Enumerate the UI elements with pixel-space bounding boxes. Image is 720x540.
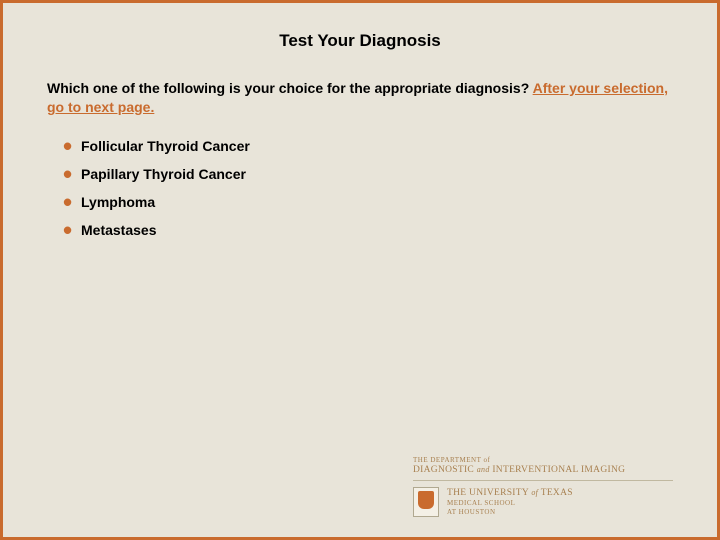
university-logo-block: THE UNIVERSITY of TEXAS MEDICAL SCHOOL A…	[413, 487, 673, 517]
option-item[interactable]: • Papillary Thyroid Cancer	[67, 167, 673, 181]
slide-title: Test Your Diagnosis	[47, 31, 673, 51]
dept-logo-text: THE DEPARTMENT of DIAGNOSTIC and INTERVE…	[413, 456, 673, 476]
option-label: Papillary Thyroid Cancer	[81, 166, 246, 182]
slide-container: Test Your Diagnosis Which one of the fol…	[0, 0, 720, 540]
options-list: • Follicular Thyroid Cancer • Papillary …	[47, 139, 673, 237]
univ-logo-text: THE UNIVERSITY of TEXAS MEDICAL SCHOOL A…	[447, 488, 573, 516]
bullet-icon: •	[63, 133, 72, 159]
univ-line2: MEDICAL SCHOOL	[447, 499, 573, 507]
univ-line1a: THE UNIVERSITY	[447, 488, 529, 498]
divider-line	[413, 480, 673, 481]
footer-logos: THE DEPARTMENT of DIAGNOSTIC and INTERVE…	[413, 456, 673, 517]
option-label: Lymphoma	[81, 194, 155, 210]
univ-line1c: TEXAS	[541, 488, 573, 498]
bullet-icon: •	[63, 189, 72, 215]
dept-and: and	[477, 465, 490, 474]
option-item[interactable]: • Metastases	[67, 223, 673, 237]
option-item[interactable]: • Follicular Thyroid Cancer	[67, 139, 673, 153]
dept-line1: THE DEPARTMENT of	[413, 456, 673, 464]
option-item[interactable]: • Lymphoma	[67, 195, 673, 209]
question-text: Which one of the following is your choic…	[47, 79, 673, 117]
univ-line1: THE UNIVERSITY of TEXAS	[447, 488, 573, 499]
bullet-icon: •	[63, 161, 72, 187]
shield-icon	[413, 487, 439, 517]
univ-line3: AT HOUSTON	[447, 508, 573, 516]
option-label: Follicular Thyroid Cancer	[81, 138, 250, 154]
dept-line2b: INTERVENTIONAL IMAGING	[492, 465, 625, 475]
question-prefix: Which one of the following is your choic…	[47, 80, 533, 96]
bullet-icon: •	[63, 217, 72, 243]
option-label: Metastases	[81, 222, 157, 238]
univ-of: of	[531, 488, 538, 497]
dept-line2a: DIAGNOSTIC	[413, 465, 474, 475]
dept-line2: DIAGNOSTIC and INTERVENTIONAL IMAGING	[413, 465, 673, 476]
